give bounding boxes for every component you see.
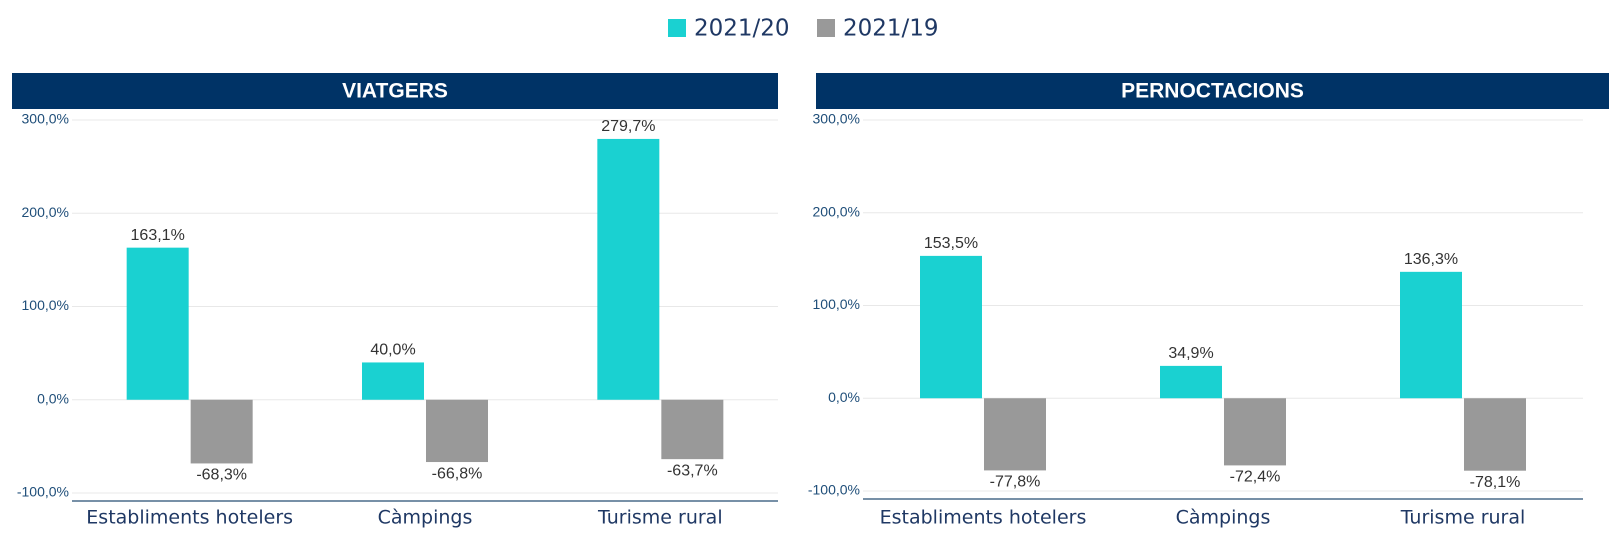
x-tick-label: Establiments hotelers (880, 507, 1087, 529)
value-label: 153,5% (924, 235, 978, 252)
x-tick-label: Càmpings (1176, 507, 1271, 529)
panel-header (816, 73, 1609, 109)
y-tick-label: 100,0% (813, 296, 860, 312)
value-label: -72,4% (1230, 469, 1281, 486)
bar (1464, 398, 1526, 471)
bar (1400, 271, 1462, 399)
value-label: 136,3% (1404, 251, 1458, 268)
bar (920, 255, 982, 399)
bar (984, 398, 1046, 471)
value-label: -63,7% (667, 462, 718, 479)
x-tick-label: Establiments hotelers (86, 507, 293, 529)
bar (426, 399, 488, 463)
y-tick-label: 200,0% (22, 204, 69, 220)
bar (126, 247, 189, 400)
y-tick-label: 0,0% (37, 390, 69, 406)
panel-title: VIATGERS (342, 80, 448, 103)
y-tick-label: 200,0% (813, 203, 860, 219)
value-label: 279,7% (601, 118, 655, 135)
value-label: 163,1% (131, 227, 185, 244)
x-tick-label: Turisme rural (1400, 507, 1526, 529)
y-tick-label: 100,0% (22, 297, 69, 313)
value-label: -68,3% (196, 467, 247, 484)
value-label: -66,8% (432, 465, 483, 482)
legend-label: 2021/19 (843, 16, 939, 42)
y-tick-label: -100,0% (17, 484, 69, 500)
x-tick-label: Turisme rural (597, 507, 723, 529)
legend-swatch (817, 19, 835, 37)
bar (1224, 398, 1286, 466)
bar (1160, 365, 1222, 399)
value-label: -77,8% (990, 474, 1041, 491)
bar (190, 399, 253, 464)
x-tick-label: Càmpings (378, 507, 473, 529)
y-tick-label: -100,0% (808, 482, 860, 498)
legend-swatch (668, 19, 686, 37)
y-tick-label: 300,0% (22, 111, 69, 127)
value-label: 34,9% (1168, 345, 1213, 362)
bar (362, 362, 424, 400)
panel-title: PERNOCTACIONS (1121, 80, 1304, 103)
value-label: 40,0% (370, 342, 415, 359)
bar (661, 399, 724, 460)
bar (597, 138, 660, 400)
panel-header (12, 73, 778, 109)
legend-label: 2021/20 (694, 16, 790, 42)
y-tick-label: 300,0% (813, 111, 860, 127)
y-tick-label: 0,0% (828, 389, 860, 405)
value-label: -78,1% (1470, 474, 1521, 491)
